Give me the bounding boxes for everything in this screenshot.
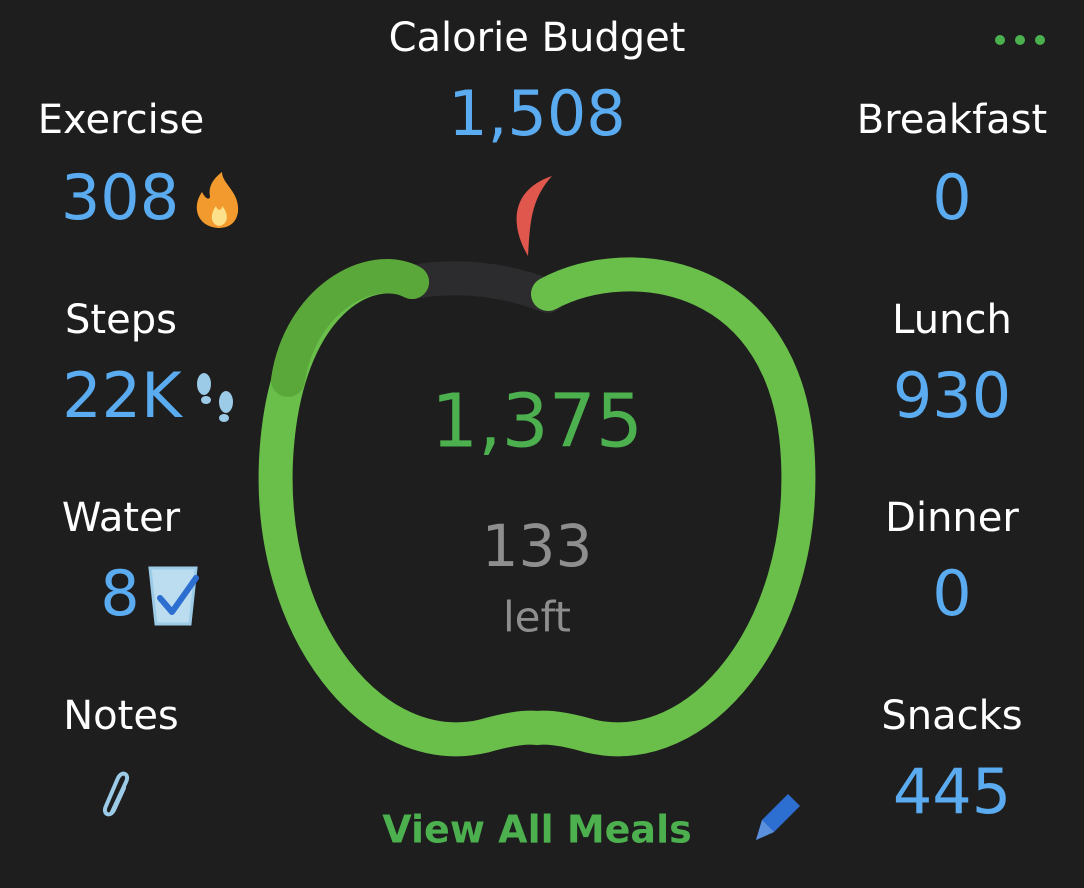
- snacks-label[interactable]: Snacks: [881, 693, 1022, 739]
- apple-stem: [516, 176, 552, 256]
- steps-value[interactable]: 22K: [62, 359, 183, 432]
- flame-icon: [196, 172, 239, 228]
- footsteps-icon: [197, 373, 233, 422]
- ring-track: [395, 261, 565, 313]
- exercise-label[interactable]: Exercise: [38, 97, 204, 143]
- remaining: 133: [482, 512, 593, 580]
- lunch-label[interactable]: Lunch: [892, 297, 1012, 343]
- notes-label[interactable]: Notes: [63, 693, 179, 739]
- ring-start: [271, 259, 429, 397]
- water-label[interactable]: Water: [62, 495, 181, 541]
- exercise-value[interactable]: 308: [61, 161, 179, 234]
- title: Calorie Budget: [389, 15, 686, 61]
- breakfast-value[interactable]: 0: [932, 161, 971, 234]
- dinner-label[interactable]: Dinner: [885, 495, 1019, 541]
- water-icon: [148, 566, 199, 626]
- paperclip-icon[interactable]: [103, 771, 129, 817]
- view-all-meals[interactable]: View All Meals: [382, 808, 691, 852]
- edit-icon[interactable]: [756, 794, 800, 840]
- budget: 1,508: [448, 77, 626, 150]
- remaining-label: left: [503, 593, 571, 642]
- snacks-value[interactable]: 445: [893, 755, 1011, 828]
- dinner-value[interactable]: 0: [932, 557, 971, 630]
- lunch-value[interactable]: 930: [893, 359, 1011, 432]
- steps-label[interactable]: Steps: [65, 297, 177, 343]
- breakfast-label[interactable]: Breakfast: [857, 97, 1047, 143]
- more-menu[interactable]: [995, 35, 1045, 45]
- water-value[interactable]: 8: [100, 557, 139, 630]
- consumed: 1,375: [431, 379, 643, 465]
- apple-ring: [258, 257, 816, 757]
